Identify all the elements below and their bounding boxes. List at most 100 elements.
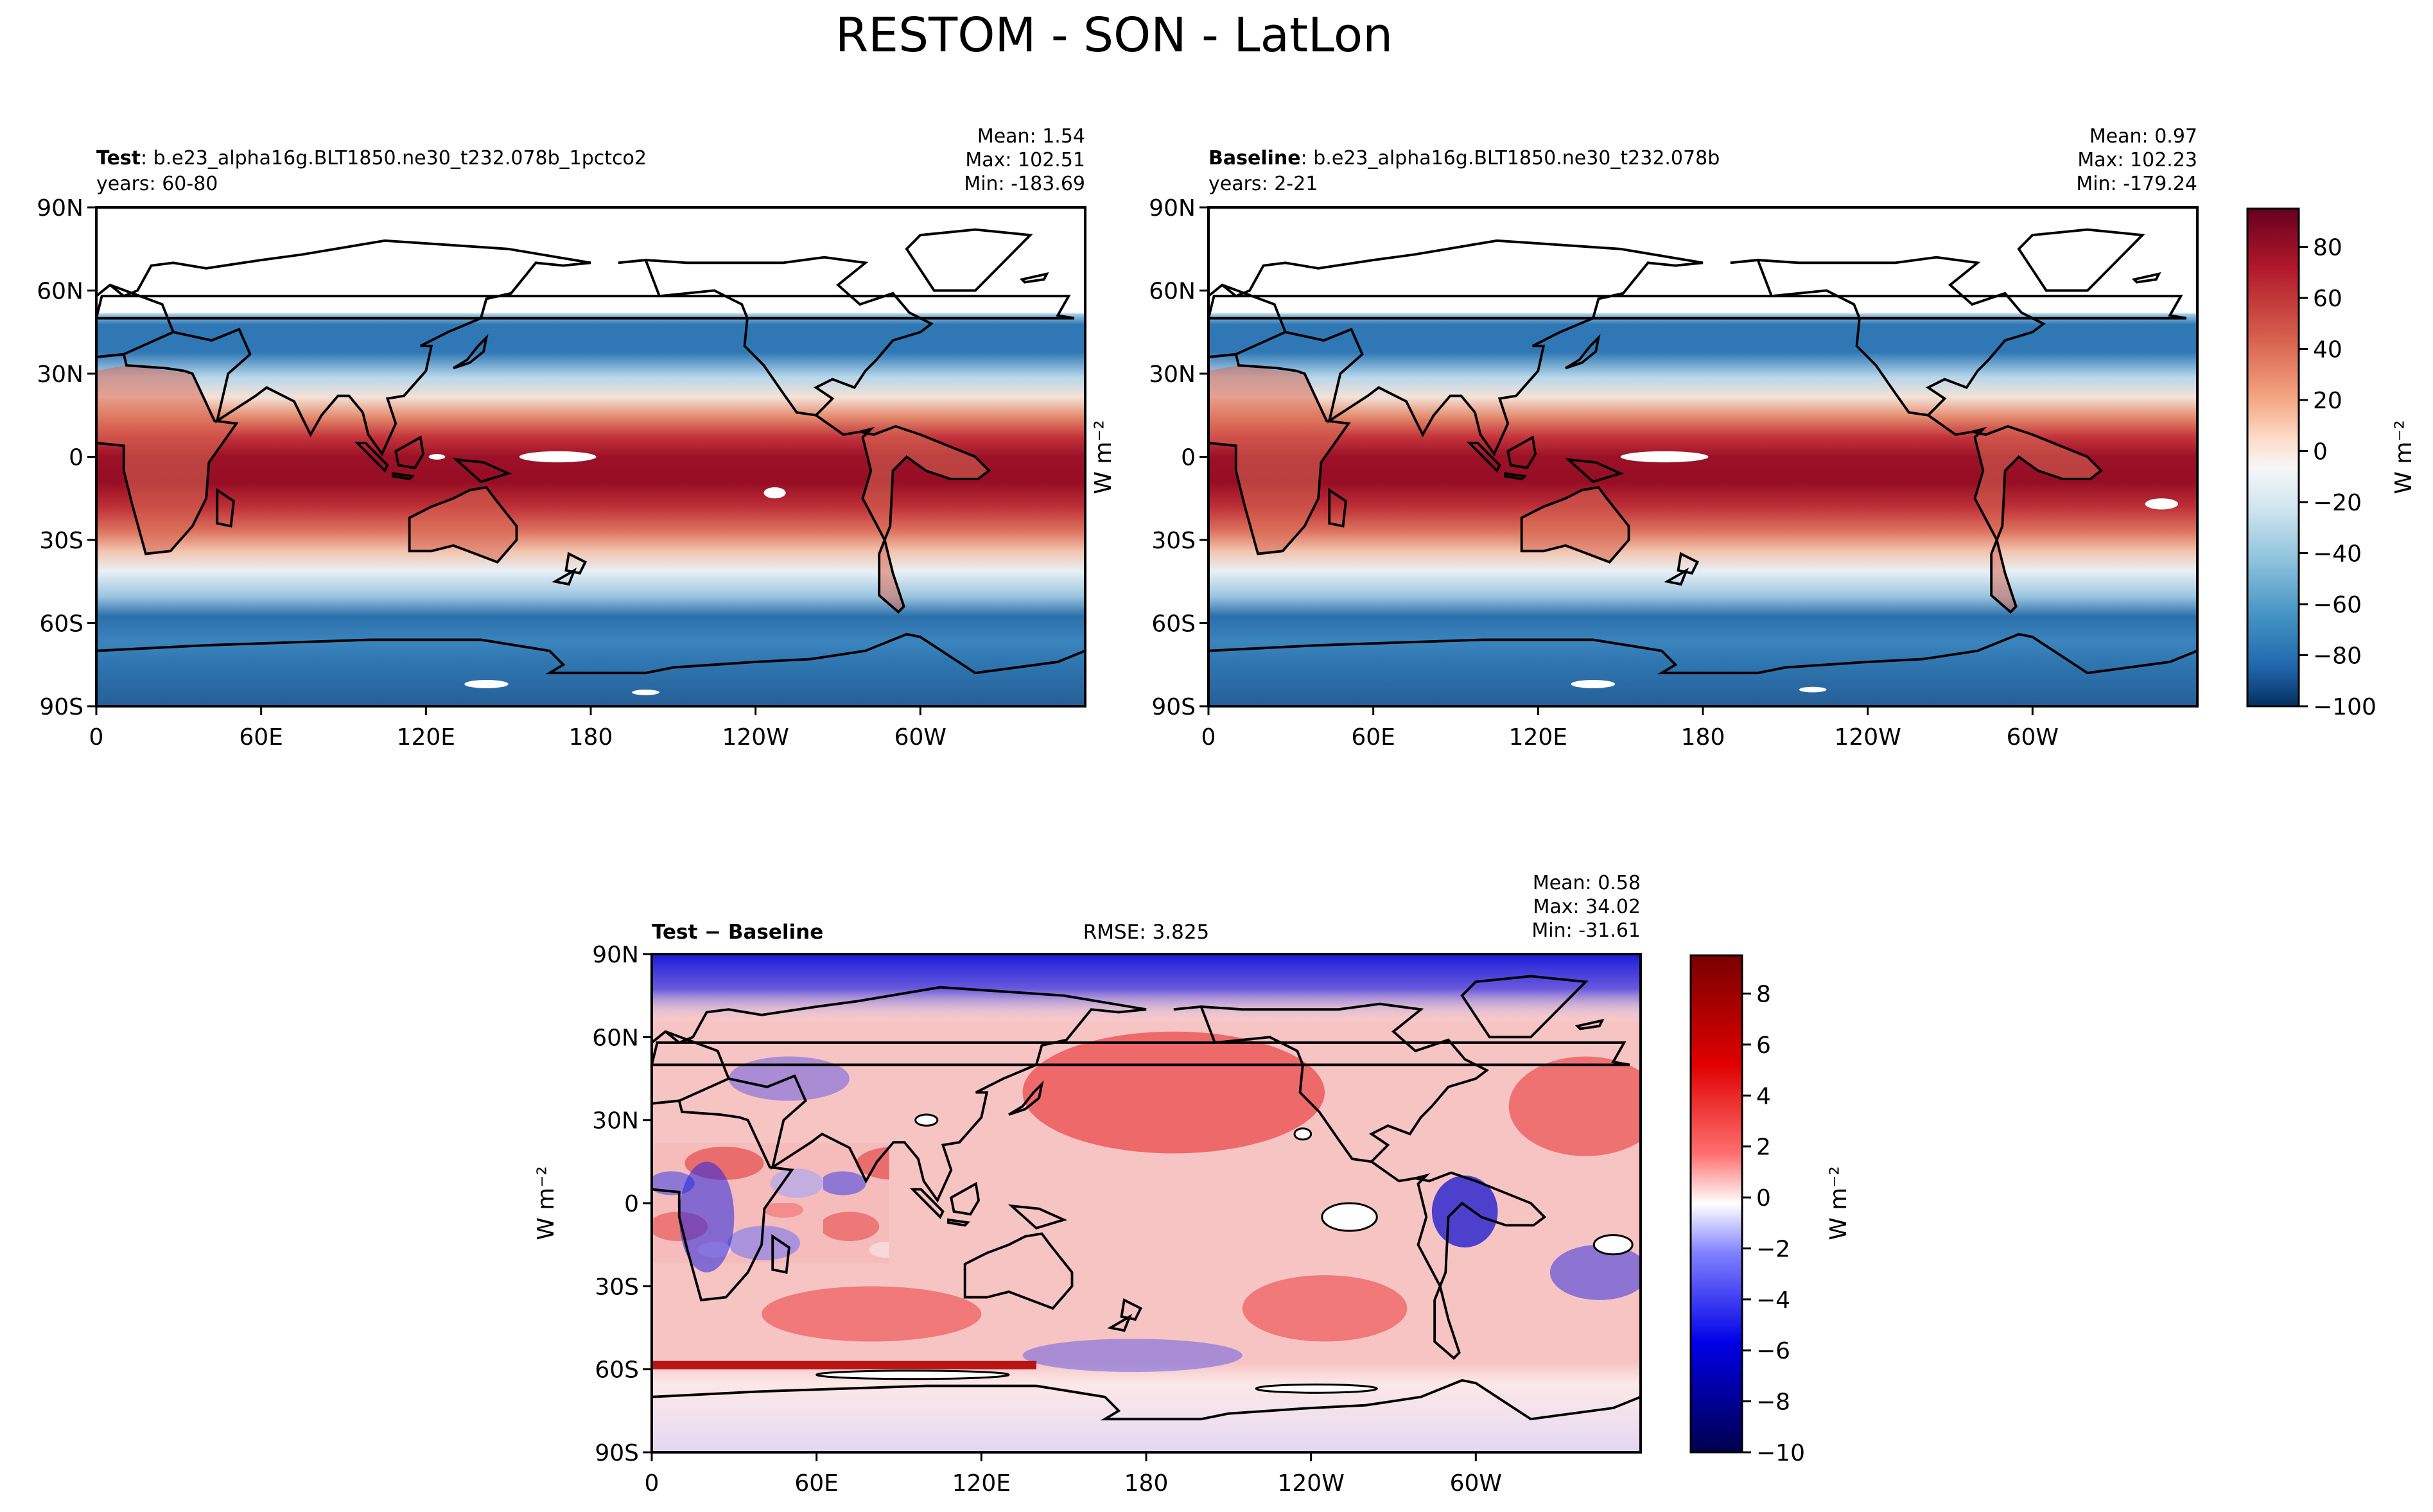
colorbar-tick-label: 0: [2313, 439, 2328, 465]
colorbar-tick-label: −60: [2313, 592, 2362, 618]
y-tick-label: 30S: [1151, 528, 1196, 554]
colorbar-tick-label: −8: [1756, 1389, 1790, 1416]
colorbar-tick-label: 8: [1756, 982, 1771, 1008]
x-tick-label: 120W: [1278, 1470, 1345, 1497]
test-stat-min: Min: -183.69: [964, 173, 1085, 195]
figure-title: RESTOM - SON - LatLon: [835, 8, 1393, 63]
colorbar-1-label: W m⁻²: [2391, 420, 2417, 494]
diff-ylabel: W m⁻²: [533, 1166, 559, 1240]
diff-rmse: RMSE: 3.825: [1083, 921, 1210, 944]
panel-test: Test: b.e23_alpha16g.BLT1850.ne30_t232.0…: [37, 125, 1086, 751]
y-tick-label: 30N: [37, 361, 83, 388]
y-tick-label: 0: [69, 445, 83, 471]
colorbar-tick-label: 80: [2313, 235, 2342, 261]
colorbar-tick-label: −4: [1756, 1287, 1790, 1314]
x-tick-label: 60W: [2007, 724, 2059, 751]
y-tick-label: 60N: [37, 279, 83, 305]
x-tick-label: 120E: [397, 724, 455, 751]
colorbar-1-gradient: [2246, 207, 2300, 708]
y-tick-label: 60N: [1149, 279, 1196, 305]
y-tick-label: 0: [1181, 445, 1196, 471]
colorbar-2-label: W m⁻²: [1826, 1166, 1852, 1240]
baseline-ylabel: W m⁻²: [1090, 420, 1117, 494]
x-tick-label: 120W: [1835, 724, 1901, 751]
svg-text:Test: b.e23_alpha16g.BLT1850.n: Test: b.e23_alpha16g.BLT1850.ne30_t232.0…: [96, 147, 647, 169]
test-case-label: : b.e23_alpha16g.BLT1850.ne30_t232.078b_…: [141, 147, 647, 169]
colorbar-tick-label: −100: [2313, 694, 2376, 720]
y-tick-label: 30S: [39, 528, 83, 554]
diff-missing-areas: [815, 1113, 1634, 1394]
test-missing-areas: [428, 451, 786, 695]
colorbar-tick-label: 0: [1756, 1185, 1771, 1212]
y-tick-label: 60S: [1151, 611, 1196, 638]
y-tick-label: 90N: [37, 195, 83, 222]
colorbar-tick-label: −80: [2313, 643, 2362, 670]
y-tick-label: 60N: [592, 1025, 639, 1051]
colorbar-2-ticks: 8 6 4 2 0 −2 −4 −6 −8 −10: [1742, 982, 1805, 1466]
baseline-missing-areas: [1571, 451, 2179, 693]
x-tick-label: 60E: [239, 724, 283, 751]
y-tick-label: 30N: [592, 1108, 639, 1134]
diff-panel-name: Test − Baseline: [652, 921, 823, 944]
y-tick-label: 90N: [592, 942, 639, 968]
colorbar-tick-label: 20: [2313, 388, 2342, 414]
baseline-stat-min: Min: -179.24: [2076, 173, 2197, 195]
svg-text:Baseline: b.e23_alpha16g.BLT18: Baseline: b.e23_alpha16g.BLT1850.ne30_t2…: [1208, 147, 1720, 169]
x-tick-label: 180: [1681, 724, 1725, 751]
baseline-stat-mean: Mean: 0.97: [2089, 125, 2197, 148]
test-y-axis: 90N 60N 30N 0 30S 60S 90S: [37, 195, 96, 720]
colorbar-tick-label: 60: [2313, 286, 2342, 312]
x-tick-label: 60E: [1351, 724, 1395, 751]
colorbar-tick-label: −2: [1756, 1236, 1790, 1262]
colorbar-tick-label: −40: [2313, 541, 2362, 568]
diff-y-axis: 90N 60N 30N 0 30S 60S 90S: [592, 942, 652, 1466]
test-x-axis: 0 60E 120E 180 120W 60W: [89, 706, 946, 751]
y-tick-label: 0: [624, 1191, 639, 1217]
x-tick-label: 60E: [794, 1470, 839, 1497]
colorbar-1-ticks: 80 60 40 20 0 −20 −40 −60 −80 −100: [2299, 235, 2376, 720]
baseline-y-axis: 90N 60N 30N 0 30S 60S 90S: [1149, 195, 1208, 720]
baseline-x-axis: 0 60E 120E 180 120W 60W: [1201, 706, 2059, 751]
baseline-map-plot: [1208, 207, 2197, 706]
test-map-plot: [96, 207, 1085, 706]
x-tick-label: 60W: [1450, 1470, 1502, 1497]
x-tick-label: 0: [1201, 724, 1216, 751]
x-tick-label: 120W: [722, 724, 789, 751]
x-tick-label: 120E: [952, 1470, 1011, 1497]
y-tick-label: 90S: [39, 694, 83, 720]
diff-map-plot: [652, 954, 1641, 1452]
y-tick-label: 90S: [1151, 694, 1196, 720]
x-tick-label: 0: [645, 1470, 659, 1497]
x-tick-label: 60W: [894, 724, 946, 751]
panel-baseline: Baseline: b.e23_alpha16g.BLT1850.ne30_t2…: [1090, 125, 2199, 751]
colorbar-tick-label: −6: [1756, 1338, 1790, 1364]
y-tick-label: 60S: [39, 611, 83, 638]
colorbar-tick-label: 6: [1756, 1032, 1771, 1059]
colorbar-tick-label: −20: [2313, 490, 2362, 516]
colorbar-tick-label: 2: [1756, 1134, 1771, 1161]
colorbar-tick-label: 4: [1756, 1083, 1771, 1109]
colorbar-test-baseline: 80 60 40 20 0 −20 −40 −60 −80 −100 W m⁻²: [2246, 207, 2417, 720]
colorbar-tick-label: 40: [2313, 337, 2342, 363]
colorbar-tick-label: −10: [1756, 1440, 1805, 1466]
x-tick-label: 0: [89, 724, 104, 751]
colorbar-difference: 8 6 4 2 0 −2 −4 −6 −8 −10 W m⁻²: [1689, 954, 1852, 1466]
test-stat-mean: Mean: 1.54: [977, 125, 1085, 148]
diff-stat-mean: Mean: 0.58: [1533, 872, 1641, 894]
y-tick-label: 60S: [595, 1357, 639, 1384]
test-panel-name: Test: [96, 147, 141, 169]
y-tick-label: 90N: [1149, 195, 1196, 222]
baseline-case-label: : b.e23_alpha16g.BLT1850.ne30_t232.078b: [1301, 147, 1720, 169]
baseline-panel-name: Baseline: [1208, 147, 1301, 169]
y-tick-label: 30S: [595, 1274, 639, 1300]
colorbar-2-gradient: [1689, 954, 1743, 1454]
diff-x-axis: 0 60E 120E 180 120W 60W: [645, 1452, 1502, 1497]
test-stat-max: Max: 102.51: [965, 149, 1085, 171]
baseline-stat-max: Max: 102.23: [2077, 149, 2197, 171]
diff-stat-min: Min: -31.61: [1531, 919, 1641, 942]
baseline-years-label: years: 2-21: [1208, 173, 1318, 195]
x-tick-label: 180: [1124, 1470, 1169, 1497]
test-years-label: years: 60-80: [96, 173, 218, 195]
y-tick-label: 90S: [595, 1440, 639, 1466]
